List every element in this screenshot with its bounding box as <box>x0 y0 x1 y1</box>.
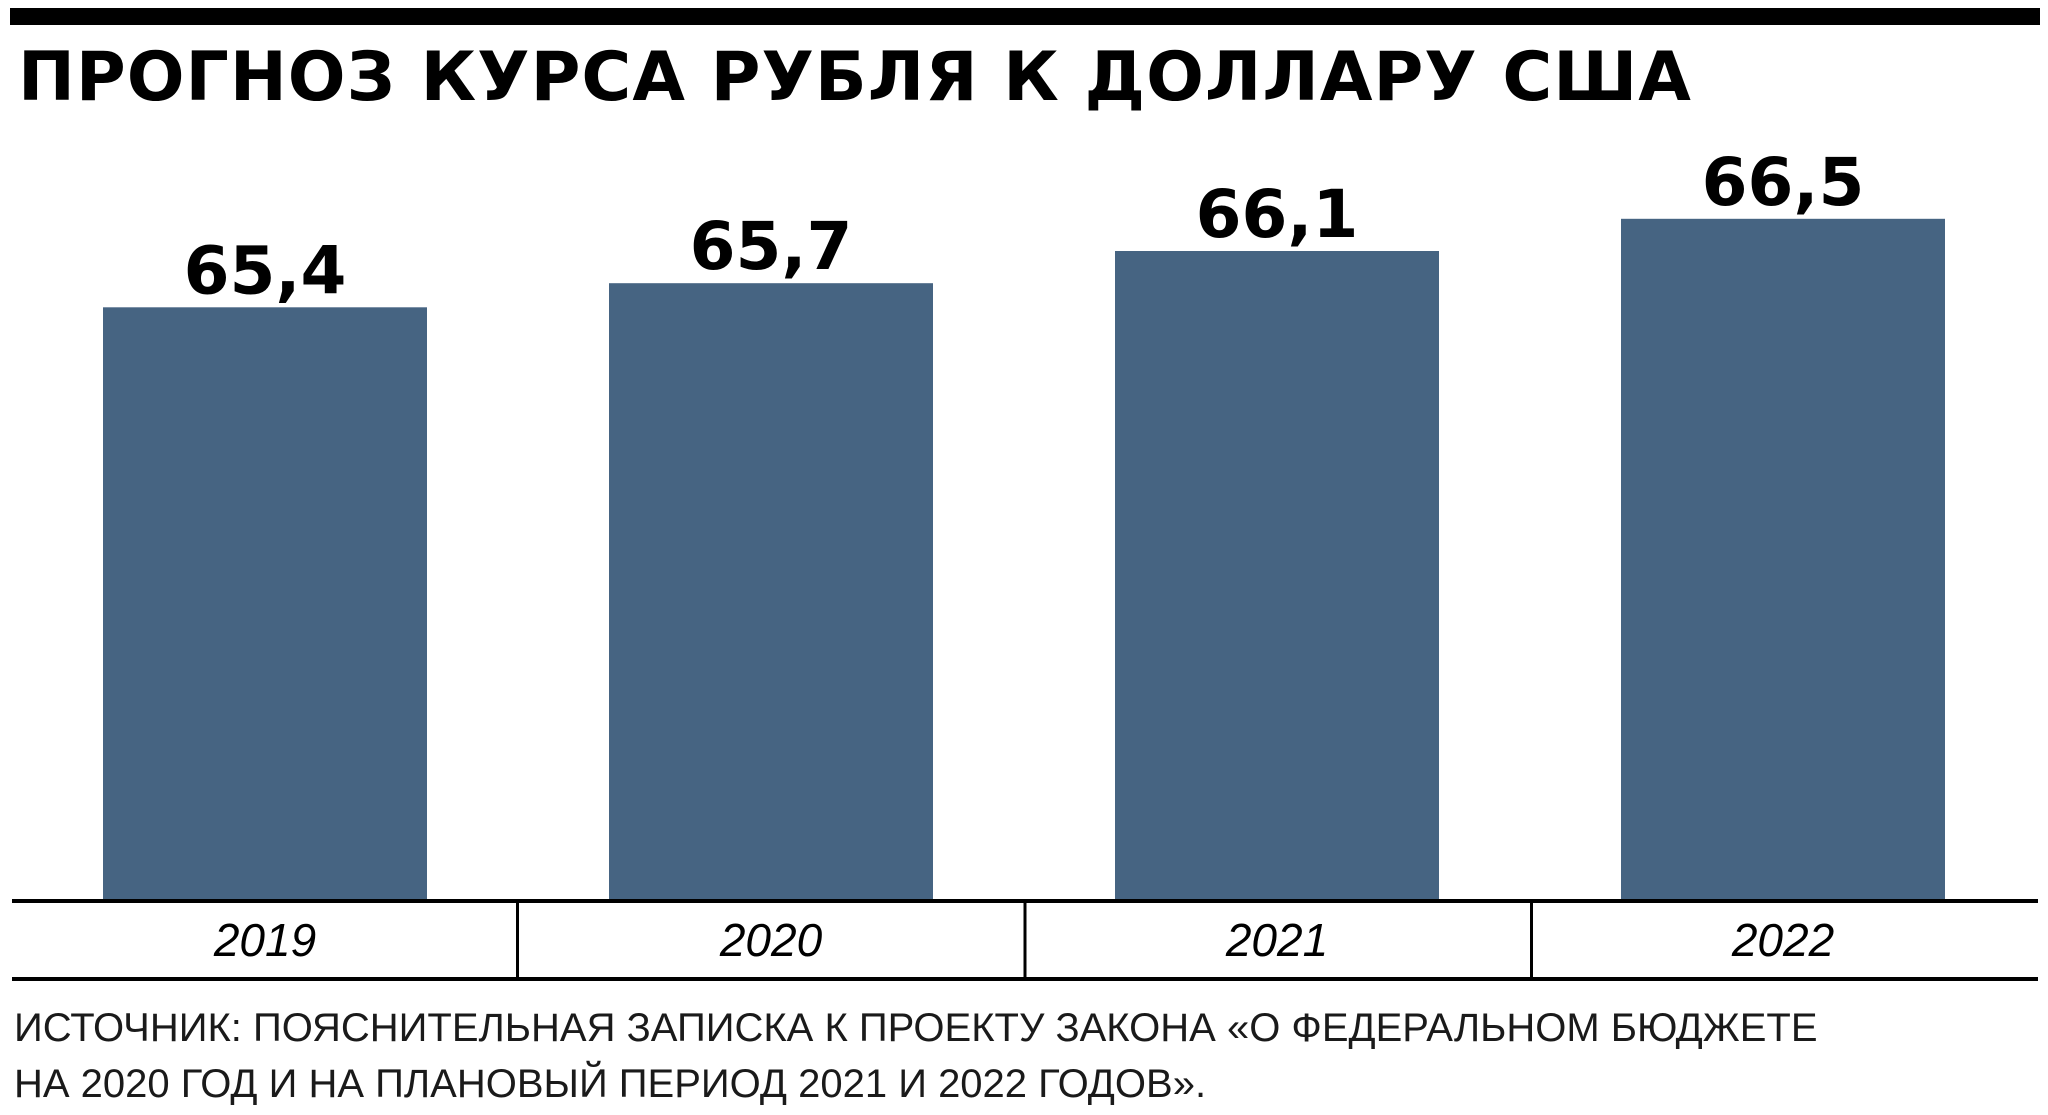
value-label-2022: 66,5 <box>1702 144 1865 221</box>
bar-2022 <box>1621 218 1945 900</box>
category-separator <box>1023 899 1027 980</box>
bar-2020 <box>609 283 933 899</box>
bar-2019 <box>103 307 427 899</box>
value-label-2021: 66,1 <box>1196 176 1359 253</box>
category-label-2022: 2022 <box>1731 914 1834 966</box>
value-label-2020: 65,7 <box>690 208 853 285</box>
value-labels-group: 65,4 65,7 66,1 66,5 <box>184 144 1865 309</box>
category-labels-group: 2019 2020 2021 2022 <box>213 914 1834 966</box>
source-line-1: ИСТОЧНИК: ПОЯСНИТЕЛЬНАЯ ЗАПИСКА К ПРОЕКТ… <box>14 1006 1818 1050</box>
x-axis <box>12 899 2038 981</box>
source-line-2: НА 2020 ГОД И НА ПЛАНОВЫЙ ПЕРИОД 2021 И … <box>14 1062 1207 1106</box>
category-label-2021: 2021 <box>1225 914 1328 966</box>
chart-title: ПРОГНОЗ КУРСА РУБЛЯ К ДОЛЛАРУ США <box>18 38 1692 117</box>
bar-2021 <box>1115 251 1439 899</box>
source-note: ИСТОЧНИК: ПОЯСНИТЕЛЬНАЯ ЗАПИСКА К ПРОЕКТ… <box>14 1000 2014 1112</box>
value-label-2019: 65,4 <box>184 232 347 309</box>
category-label-2019: 2019 <box>213 914 316 966</box>
category-separator <box>516 899 519 980</box>
bars-group <box>103 218 1945 900</box>
category-separator <box>1530 899 1533 980</box>
top-rule <box>10 8 2040 25</box>
category-label-2020: 2020 <box>719 914 823 966</box>
